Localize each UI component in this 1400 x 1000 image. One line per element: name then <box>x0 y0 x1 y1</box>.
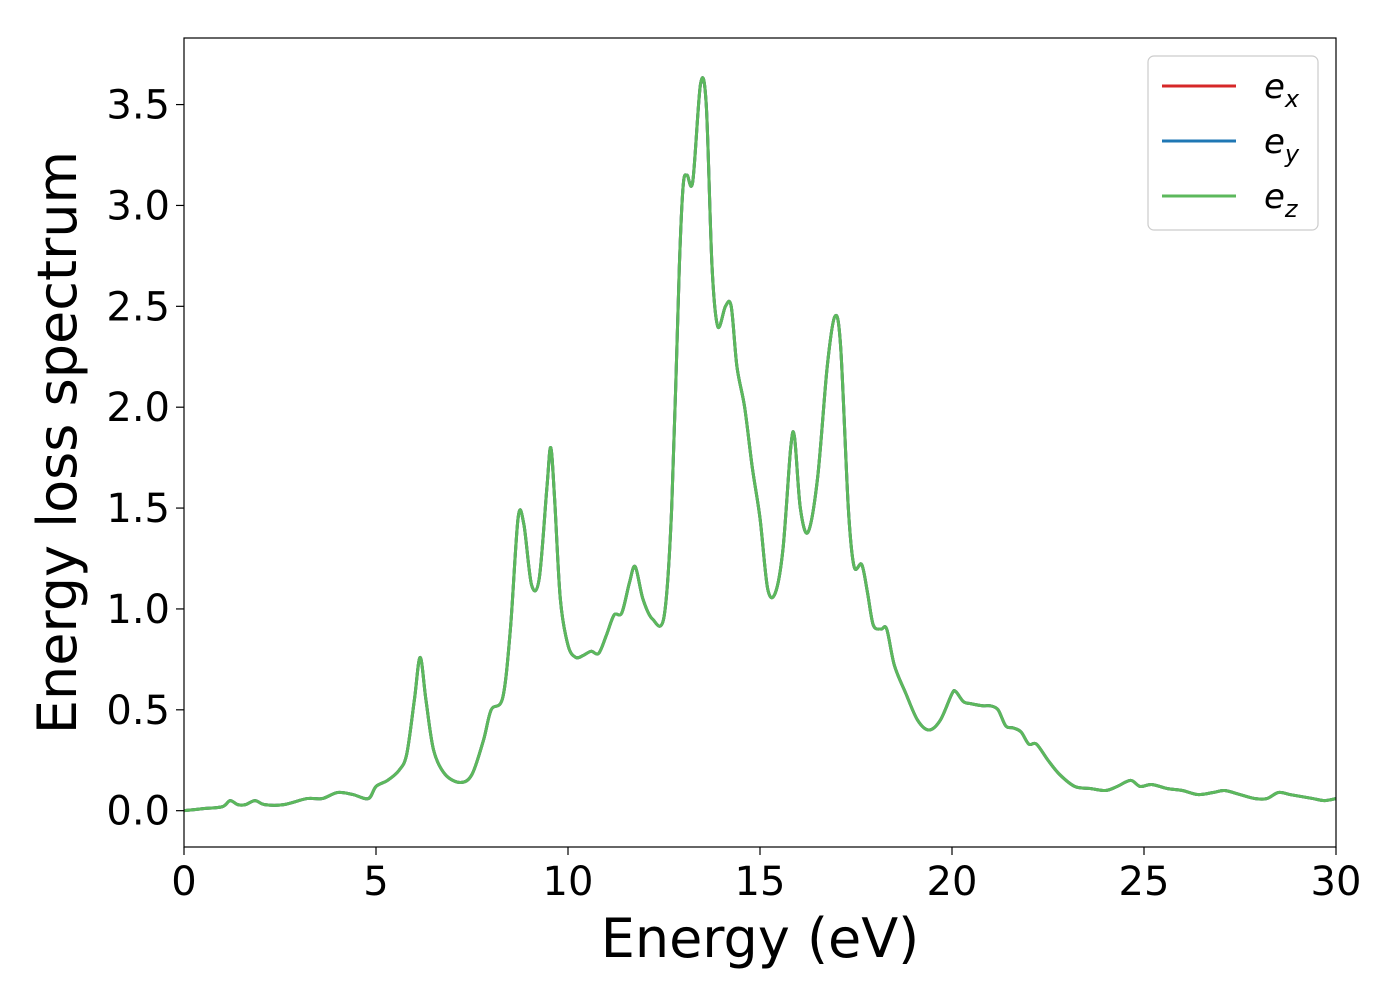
x-tick-label: 25 <box>1119 859 1170 905</box>
x-tick-label: 30 <box>1311 859 1362 905</box>
y-tick-label: 1.5 <box>106 486 170 532</box>
x-tick-label: 0 <box>171 859 196 905</box>
y-tick-label: 0.5 <box>106 688 170 734</box>
y-axis-label: Energy loss spectrum <box>26 151 89 734</box>
x-tick-label: 10 <box>543 859 594 905</box>
x-tick-label: 20 <box>927 859 978 905</box>
legend-label: ex <box>1264 67 1300 113</box>
y-axis-ticks: 0.0 0.5 1.0 1.5 2.0 2.5 3.0 3.5 <box>106 83 184 835</box>
series-line-e-z <box>184 76 1336 813</box>
series-layer <box>184 76 1336 813</box>
y-tick-label: 1.0 <box>106 587 170 633</box>
y-tick-label: 2.5 <box>106 284 170 330</box>
y-tick-label: 3.0 <box>106 183 170 229</box>
x-tick-label: 5 <box>363 859 388 905</box>
y-tick-label: 0.0 <box>106 789 170 835</box>
legend: ex ey ez <box>1147 55 1319 231</box>
x-axis-label: Energy (eV) <box>601 907 920 970</box>
x-axis-ticks: 0 5 10 15 20 25 30 <box>171 847 1361 905</box>
y-tick-label: 3.5 <box>106 83 170 129</box>
legend-label: ez <box>1264 177 1299 223</box>
x-tick-label: 15 <box>735 859 786 905</box>
legend-label: ey <box>1264 122 1300 168</box>
legend-box <box>1147 55 1319 231</box>
y-tick-label: 2.0 <box>106 385 170 431</box>
